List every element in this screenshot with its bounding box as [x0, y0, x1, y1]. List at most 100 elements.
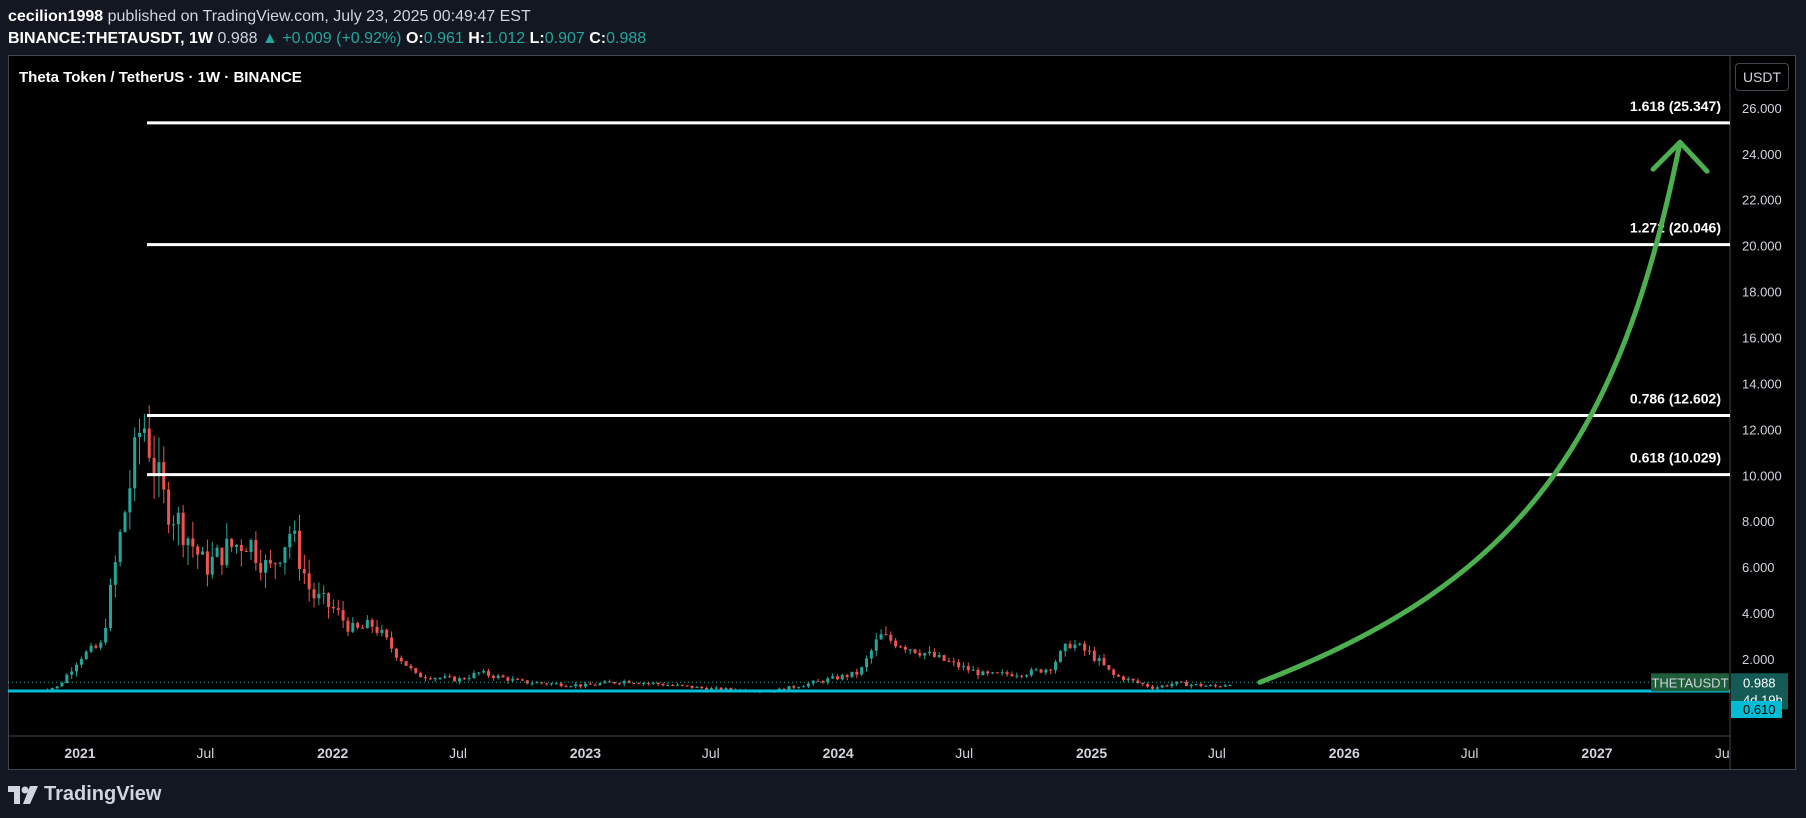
- candle-body: [365, 619, 369, 629]
- candle-body: [60, 682, 64, 687]
- candle-body: [1155, 687, 1159, 689]
- time-tick-label: 2026: [1329, 745, 1360, 761]
- symbol-tag-bg: [1651, 673, 1729, 692]
- candle-body: [840, 674, 844, 680]
- candle-body: [1131, 678, 1135, 681]
- candle-body: [433, 678, 437, 680]
- header: cecilion1998 published on TradingView.co…: [8, 6, 646, 50]
- symbol[interactable]: BINANCE:THETAUSDT, 1W: [8, 30, 214, 47]
- time-tick-label: 2024: [823, 745, 854, 761]
- candle-body: [898, 646, 902, 648]
- candle-body: [860, 667, 864, 675]
- candle-body: [937, 655, 941, 657]
- projection-arrow-layer: [1257, 139, 1710, 685]
- time-tick-label: Jul: [449, 745, 467, 761]
- author[interactable]: cecilion1998: [8, 8, 104, 25]
- candle-body: [826, 678, 830, 683]
- price-tick-label: 20.000: [1742, 239, 1782, 254]
- candle-body: [879, 634, 883, 640]
- candle-body: [491, 675, 495, 678]
- candle-body: [1068, 643, 1072, 649]
- candle-body: [268, 560, 272, 564]
- time-tick-label: 2023: [570, 745, 601, 761]
- currency-button[interactable]: USDT: [1735, 63, 1789, 91]
- tradingview-logo-icon: [8, 785, 38, 804]
- candle-body: [297, 530, 301, 569]
- candle-body: [1180, 681, 1184, 683]
- candle-body: [84, 651, 88, 659]
- open-label: O:: [405, 30, 424, 47]
- candle-body: [1029, 669, 1033, 676]
- candle-body: [1010, 674, 1014, 677]
- candle-body: [1228, 684, 1232, 686]
- candle-body: [496, 675, 500, 678]
- chart-area[interactable]: [8, 55, 1796, 770]
- candle-body: [947, 660, 951, 662]
- price-tick-label: 2.000: [1742, 652, 1775, 667]
- candle-body: [554, 683, 558, 685]
- candle-body: [1165, 685, 1169, 687]
- time-axis[interactable]: 2021 Jul 2022 Jul 2023 Jul 2024 Jul 2025 Jul 2026 J…: [64, 745, 1729, 761]
- candle-body: [336, 608, 340, 611]
- candle-body: [1213, 685, 1217, 687]
- low-value: 0.907: [544, 30, 585, 47]
- candle-body: [399, 657, 403, 662]
- candle-body: [632, 683, 636, 685]
- candle-body: [821, 680, 825, 683]
- candle-body: [724, 688, 728, 691]
- candle-body: [385, 629, 389, 638]
- time-tick-label: Jul: [955, 745, 973, 761]
- candle-body: [293, 530, 297, 534]
- candle-body: [75, 664, 79, 672]
- projection-arrow-head: [1650, 139, 1710, 174]
- candle-body: [1097, 658, 1101, 661]
- candle-body: [525, 680, 529, 684]
- tradingview-logo[interactable]: TradingView: [8, 783, 161, 806]
- candle-body: [394, 648, 398, 658]
- candle-body: [1083, 643, 1087, 651]
- candle-body: [467, 678, 471, 680]
- candle-body: [1117, 674, 1121, 677]
- candle-body: [331, 606, 335, 609]
- candle-body: [167, 489, 171, 525]
- candle-body: [370, 619, 374, 627]
- candle-body: [894, 640, 898, 647]
- price-axis[interactable]: 26.000 24.000 22.000 20.000 18.000 16.000 14.0…: [1742, 101, 1782, 667]
- candles-layer: [8, 405, 1730, 694]
- candle-body: [244, 550, 248, 552]
- candle-body: [908, 649, 912, 651]
- fib-level-label: 0.786 (12.602): [1630, 391, 1721, 407]
- candle-body: [302, 568, 306, 574]
- candle-body: [118, 531, 122, 563]
- candle-body: [516, 678, 520, 680]
- high-label: H:: [468, 30, 486, 47]
- candle-body: [646, 682, 650, 684]
- candle-body: [816, 680, 820, 682]
- candle-body: [995, 672, 999, 674]
- candle-body: [1160, 685, 1164, 688]
- candle-body: [530, 683, 534, 685]
- time-tick-label: Ju: [1715, 745, 1730, 761]
- candle-body: [811, 680, 815, 684]
- candle-body: [322, 593, 326, 595]
- candle-body: [705, 688, 709, 691]
- candle-body: [1121, 676, 1125, 681]
- candle-body: [1044, 669, 1048, 673]
- candle-body: [205, 551, 209, 575]
- close-label: C:: [589, 30, 607, 47]
- candle-body: [923, 653, 927, 656]
- candle-body: [453, 676, 457, 682]
- close-value: 0.988: [606, 30, 647, 47]
- candle-body: [142, 428, 146, 433]
- price-tick-label: 4.000: [1742, 606, 1775, 621]
- candle-body: [1034, 669, 1038, 671]
- candle-body: [351, 622, 355, 632]
- candle-body: [1223, 685, 1227, 687]
- candle-body: [138, 432, 142, 438]
- candle-body: [709, 688, 713, 691]
- candle-body: [511, 678, 515, 681]
- candle-body: [254, 540, 258, 563]
- candle-body: [273, 563, 277, 565]
- candle-body: [1126, 678, 1130, 681]
